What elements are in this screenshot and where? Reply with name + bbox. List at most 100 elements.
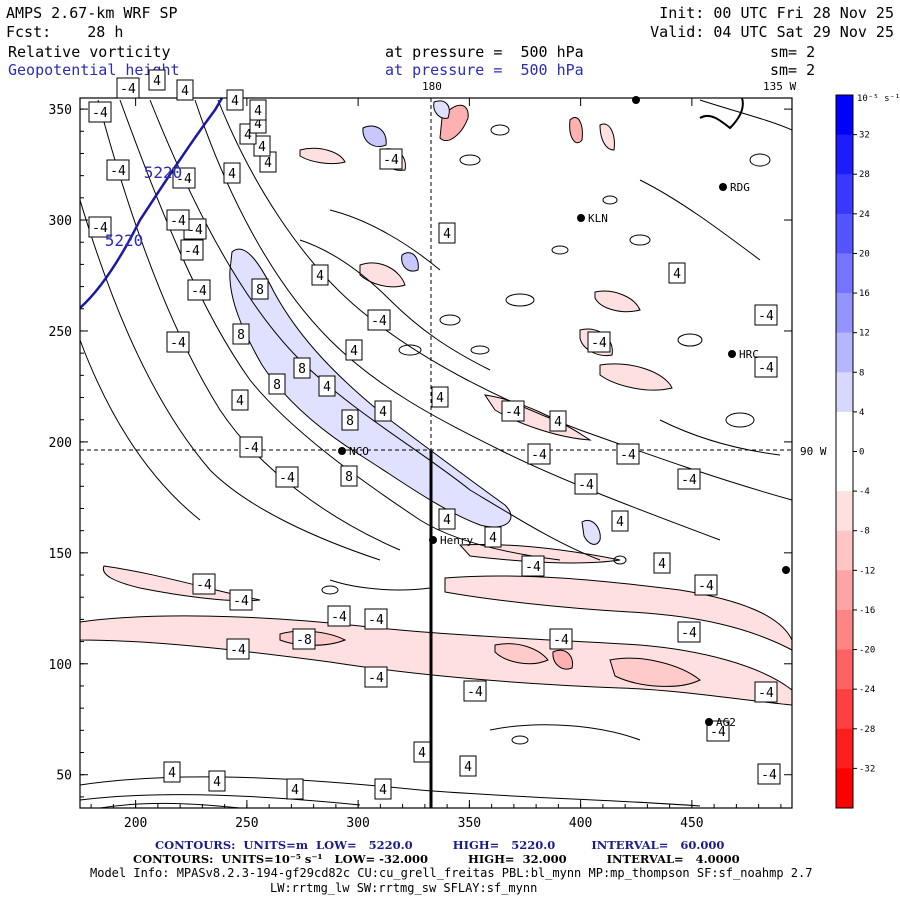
footer-model-info: Model Info: MPASv8.2.3-194-gf29cd82c CU:…: [90, 866, 813, 880]
colorbar-label: 20: [859, 249, 870, 259]
contour-label-box: [364, 608, 388, 630]
colorbar-swatch: [836, 95, 853, 136]
contour-label: 4: [443, 513, 451, 528]
contour-label-box: [706, 720, 730, 742]
valid-time: Valid: 04 UTC Sat 29 Nov 25: [650, 23, 894, 41]
x-tick-label: 450: [680, 816, 703, 831]
y-tick-label: 350: [49, 103, 72, 118]
contour-label-box: [275, 466, 299, 488]
contour-label-box: [668, 262, 686, 284]
contour-label-box: [293, 357, 311, 379]
contour-label: -8: [296, 633, 312, 648]
contour-label-box: [327, 605, 351, 627]
contour-label-box: [364, 666, 388, 688]
contour-label: -4: [110, 164, 126, 179]
colorbar-swatch: [836, 411, 853, 452]
negative-vorticity-region: [552, 649, 574, 670]
station-marker: [632, 96, 640, 104]
contour-label-box: [431, 386, 449, 408]
station-marker: [782, 566, 790, 574]
colorbar-swatch: [836, 768, 853, 809]
meridian-135w-label: 135 W: [763, 80, 796, 93]
contour-label-box: [367, 309, 391, 331]
contour-label: -4: [525, 560, 541, 575]
vorticity-fields: [80, 98, 792, 808]
colorbar-swatch: [836, 253, 853, 294]
contour-label-box: [251, 278, 269, 300]
contour-label-box: [463, 680, 487, 702]
contour-label: -4: [553, 633, 569, 648]
contour-label-box: [318, 375, 336, 397]
colorbar-label: -8: [859, 527, 870, 537]
contour-label: -4: [620, 448, 636, 463]
contour-label: 8: [346, 414, 354, 429]
colorbar-swatch: [836, 570, 853, 611]
station-marker: [429, 536, 437, 544]
contour-label-box: [754, 356, 778, 378]
positive-vorticity-region: [433, 100, 450, 119]
negative-vorticity-region: [594, 290, 641, 313]
model-title: AMPS 2.67-km WRF SP: [6, 4, 178, 22]
station-group: RDG KLN HRC NCO Henry AG2: [338, 96, 790, 729]
contour-label-box: [249, 99, 267, 121]
field1-level: at pressure = 500 hPa: [385, 43, 584, 61]
x-tick-label: 200: [124, 816, 147, 831]
negative-vorticity-region: [444, 575, 792, 651]
contour-label-box: [88, 216, 112, 238]
contour-label-box: [527, 443, 551, 465]
x-tick-label: 400: [569, 816, 592, 831]
negative-vorticity-region: [599, 123, 615, 151]
colorbar-swatch: [836, 372, 853, 413]
vorticity-map: 200 250 300 350 400 450 35030025020015010050 …: [49, 69, 900, 831]
negative-vorticity-region: [569, 117, 583, 144]
colorbar-swatch: [836, 451, 853, 492]
contour-label: -4: [176, 172, 192, 187]
colorbar-label: 28: [859, 170, 870, 180]
contour-label: -4: [681, 626, 697, 641]
station-marker: [728, 350, 736, 358]
contour-label-box: [574, 473, 598, 495]
positive-vorticity-region: [581, 520, 601, 545]
x-axis-ticks: 200 250 300 350 400 450: [90, 98, 782, 831]
plot-frame: [79, 97, 793, 809]
contour-label: 8: [256, 283, 264, 298]
contour-label: 4: [264, 156, 272, 171]
y-tick-label: 300: [49, 214, 72, 229]
field1-name: Relative vorticity: [8, 43, 171, 61]
contour-label: -4: [191, 284, 207, 299]
contour-label-box: [208, 770, 226, 792]
contour-label-box: [616, 443, 640, 465]
contour-label: 4: [658, 557, 666, 572]
contour-label-box: [187, 279, 211, 301]
height-contour-label: 5220: [144, 163, 183, 182]
contour-label: 8: [345, 470, 353, 485]
colorbar-swatch: [836, 174, 853, 215]
forecast-hour: Fcst: 28 h: [6, 23, 124, 41]
contour-label: -4: [92, 221, 108, 236]
positive-vorticity-region: [401, 252, 419, 272]
colorbar-label: -12: [859, 566, 875, 576]
y-tick-label: 200: [49, 436, 72, 451]
contour-label-box: [611, 510, 629, 532]
colorbar-label: 16: [859, 289, 870, 299]
contour-label: -4: [710, 725, 726, 740]
contour-label: 4: [316, 269, 324, 284]
station-label: KLN: [588, 212, 608, 225]
colorbar-swatch: [836, 491, 853, 532]
negative-vorticity-region: [458, 543, 621, 564]
colorbar-label: -20: [859, 646, 875, 656]
x-tick-label: 350: [458, 816, 481, 831]
contour-label-box: [521, 555, 545, 577]
contour-label-box: [286, 778, 304, 800]
contour-label: -4: [467, 685, 483, 700]
contour-label-box: [484, 526, 502, 548]
contour-label-box: [116, 77, 140, 99]
contour-label: -4: [170, 336, 186, 351]
colorbar-swatch: [836, 609, 853, 651]
contour-label: -4: [331, 610, 347, 625]
contour-label: 8: [298, 362, 306, 377]
station-label: AG2: [716, 716, 736, 729]
colorbar-label: -32: [859, 764, 875, 774]
contour-label-box: [438, 222, 456, 244]
field2-level: at pressure = 500 hPa: [385, 61, 584, 79]
